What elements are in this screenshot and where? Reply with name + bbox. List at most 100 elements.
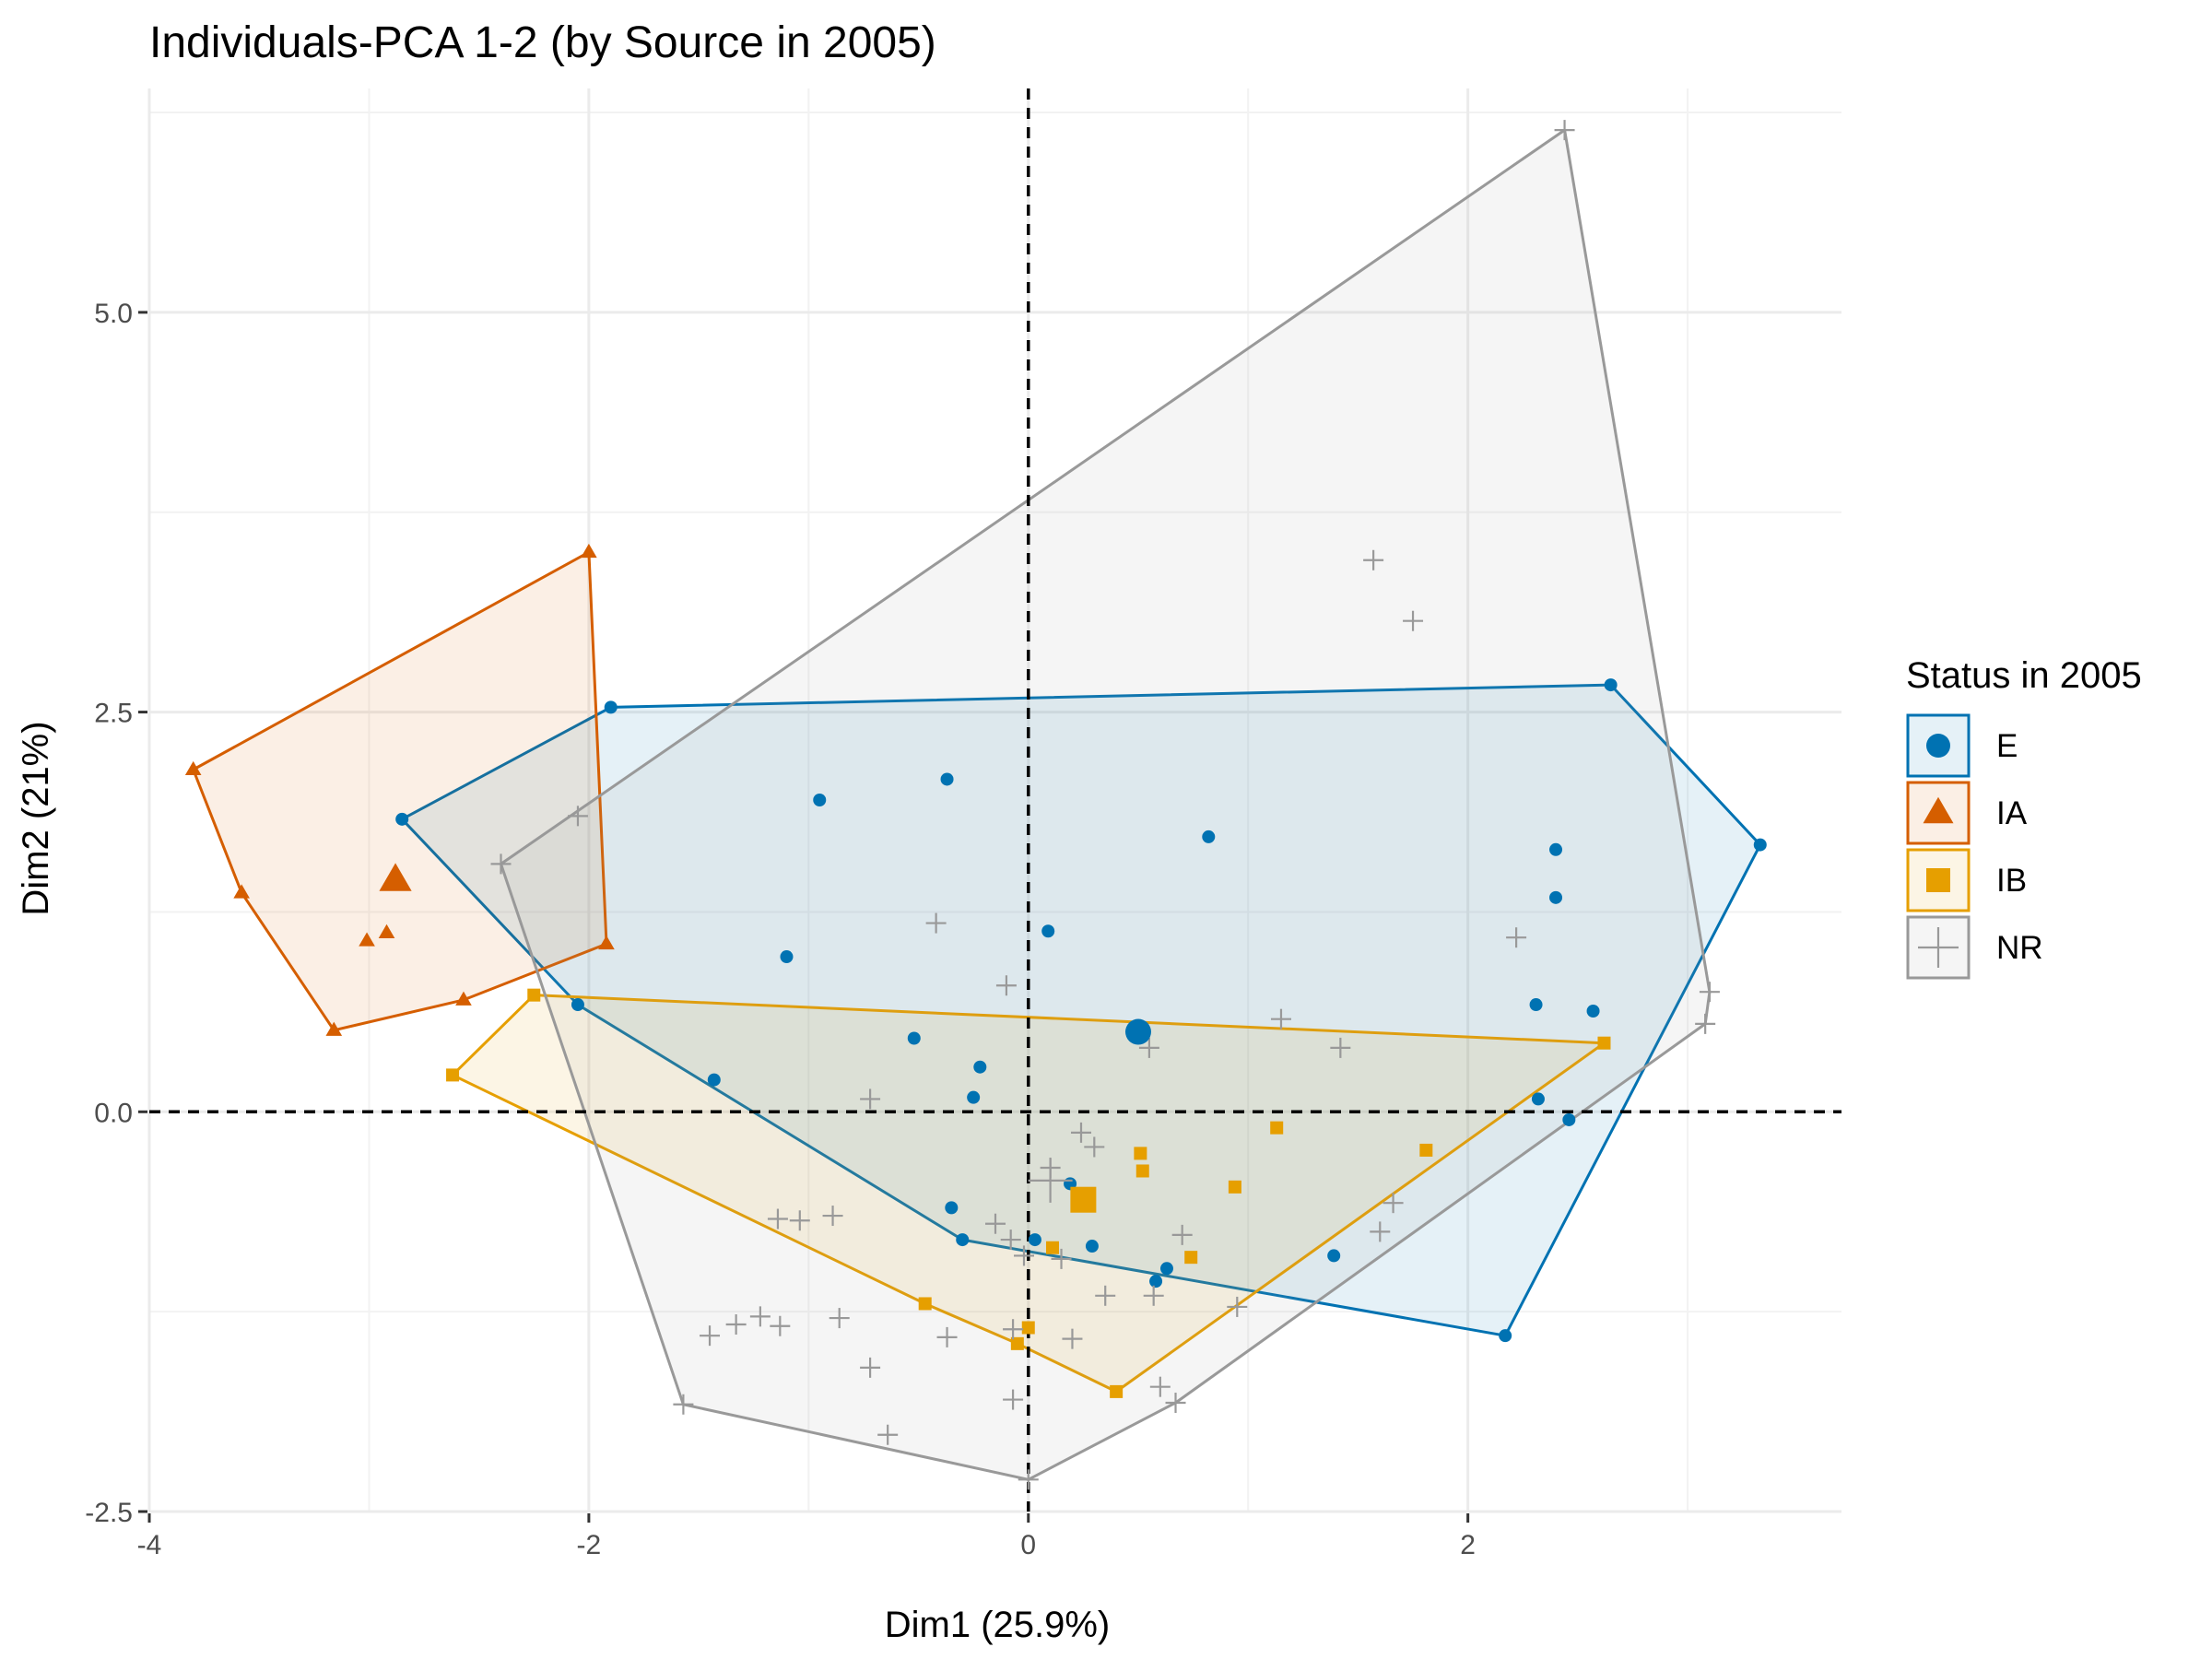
point-ia: [581, 543, 597, 559]
centroid-nr: [1028, 1158, 1073, 1203]
y-axis-title: Dim2 (21%): [16, 721, 56, 915]
point-ib: [1419, 1143, 1433, 1157]
point-nr: [567, 806, 588, 827]
point-ia: [359, 932, 375, 947]
point-ib: [1270, 1121, 1284, 1135]
point-nr: [1171, 1224, 1193, 1245]
point-nr: [1018, 1469, 1039, 1490]
point-ia: [598, 935, 615, 950]
point-e: [707, 1073, 721, 1087]
point-e: [956, 1233, 970, 1247]
point-e: [907, 1031, 921, 1045]
point-nr: [1363, 549, 1384, 571]
point-e: [1753, 838, 1767, 852]
minor-grid: [149, 88, 1841, 1512]
point-nr: [1138, 1037, 1159, 1058]
point-e: [945, 1201, 959, 1215]
point-nr: [767, 1208, 788, 1230]
point-ib: [1597, 1036, 1611, 1050]
point-nr: [829, 1308, 850, 1329]
reference-lines: [149, 88, 1841, 1512]
point-nr: [936, 1326, 958, 1347]
x-tick-label: -2: [577, 1530, 602, 1560]
point-e: [1531, 1092, 1545, 1106]
point-nr: [725, 1314, 747, 1335]
point-e: [1085, 1240, 1099, 1253]
point-ib: [527, 988, 541, 1002]
point-e: [604, 700, 618, 714]
data-points: [184, 120, 1767, 1490]
y-tick-label: 0.0: [94, 1098, 133, 1128]
legend-key-nr: NR: [1906, 915, 2043, 980]
point-nr: [1227, 1296, 1248, 1317]
point-nr: [673, 1394, 694, 1415]
x-tick-label: 0: [1020, 1530, 1036, 1560]
point-nr: [1143, 1285, 1164, 1306]
point-nr: [749, 1306, 771, 1327]
legend-label-e: E: [1996, 728, 2018, 764]
point-e: [780, 950, 794, 964]
legend-title: Status in 2005: [1906, 655, 2142, 696]
y-tick-label: 2.5: [94, 699, 133, 729]
point-nr: [770, 1315, 791, 1336]
legend-key-ib: IB: [1906, 848, 2027, 912]
point-ib: [1228, 1180, 1241, 1194]
centroid-e: [1124, 1018, 1151, 1045]
point-e: [1028, 1233, 1041, 1247]
legend-symbol-ia: [1923, 796, 1954, 824]
legend: Status in 2005 E IA IB NR: [1906, 655, 2142, 980]
point-nr: [1695, 1013, 1716, 1034]
point-nr: [877, 1424, 899, 1445]
point-ia: [233, 884, 250, 899]
point-e: [967, 1090, 981, 1104]
point-ia: [184, 760, 202, 776]
point-e: [1549, 890, 1563, 904]
point-e: [1586, 1004, 1600, 1018]
centroid-ib: [1070, 1186, 1097, 1213]
x-tick-label: 2: [1460, 1530, 1476, 1560]
point-ib: [1110, 1384, 1124, 1398]
point-nr: [1000, 1230, 1021, 1251]
point-e: [1562, 1112, 1576, 1126]
convex-hulls: [192, 128, 1762, 1481]
point-nr: [995, 975, 1017, 996]
legend-key-e: E: [1906, 713, 2018, 778]
x-axis-title: Dim1 (25.9%): [885, 1605, 1111, 1645]
group-centroids: [379, 863, 1151, 1213]
point-nr: [1330, 1037, 1351, 1058]
point-ib: [1045, 1241, 1059, 1254]
point-ib: [446, 1068, 460, 1082]
point-nr: [1699, 982, 1720, 1003]
point-nr: [1070, 1122, 1091, 1143]
x-tick-label: -4: [137, 1530, 162, 1560]
chart-title: Individuals-PCA 1-2 (by Source in 2005): [149, 18, 936, 67]
point-e: [1149, 1275, 1163, 1288]
point-nr: [1149, 1376, 1171, 1397]
point-nr: [1013, 1245, 1034, 1266]
point-e: [1604, 678, 1618, 692]
point-ib: [1134, 1147, 1147, 1160]
point-nr: [985, 1213, 1006, 1234]
legend-label-ia: IA: [1996, 795, 2028, 831]
point-e: [973, 1060, 987, 1074]
point-nr: [860, 1357, 881, 1378]
point-ib: [1021, 1321, 1035, 1335]
point-ia: [378, 924, 395, 938]
point-e: [1549, 842, 1563, 856]
point-ib: [1135, 1164, 1149, 1178]
point-ia: [455, 991, 472, 1006]
point-e: [940, 772, 954, 786]
point-nr: [860, 1088, 881, 1110]
point-nr: [1062, 1328, 1083, 1349]
point-nr: [1003, 1389, 1024, 1410]
point-e: [1327, 1249, 1341, 1263]
y-axis: -2.5 0.0 2.5 5.0: [85, 299, 147, 1528]
point-nr: [1270, 1008, 1291, 1030]
plot-panel: [147, 88, 1841, 1513]
point-e: [571, 998, 584, 1012]
point-ib: [1184, 1251, 1198, 1265]
point-nr: [1506, 927, 1527, 948]
legend-symbol-ib: [1926, 868, 1950, 892]
point-e: [1202, 830, 1216, 843]
